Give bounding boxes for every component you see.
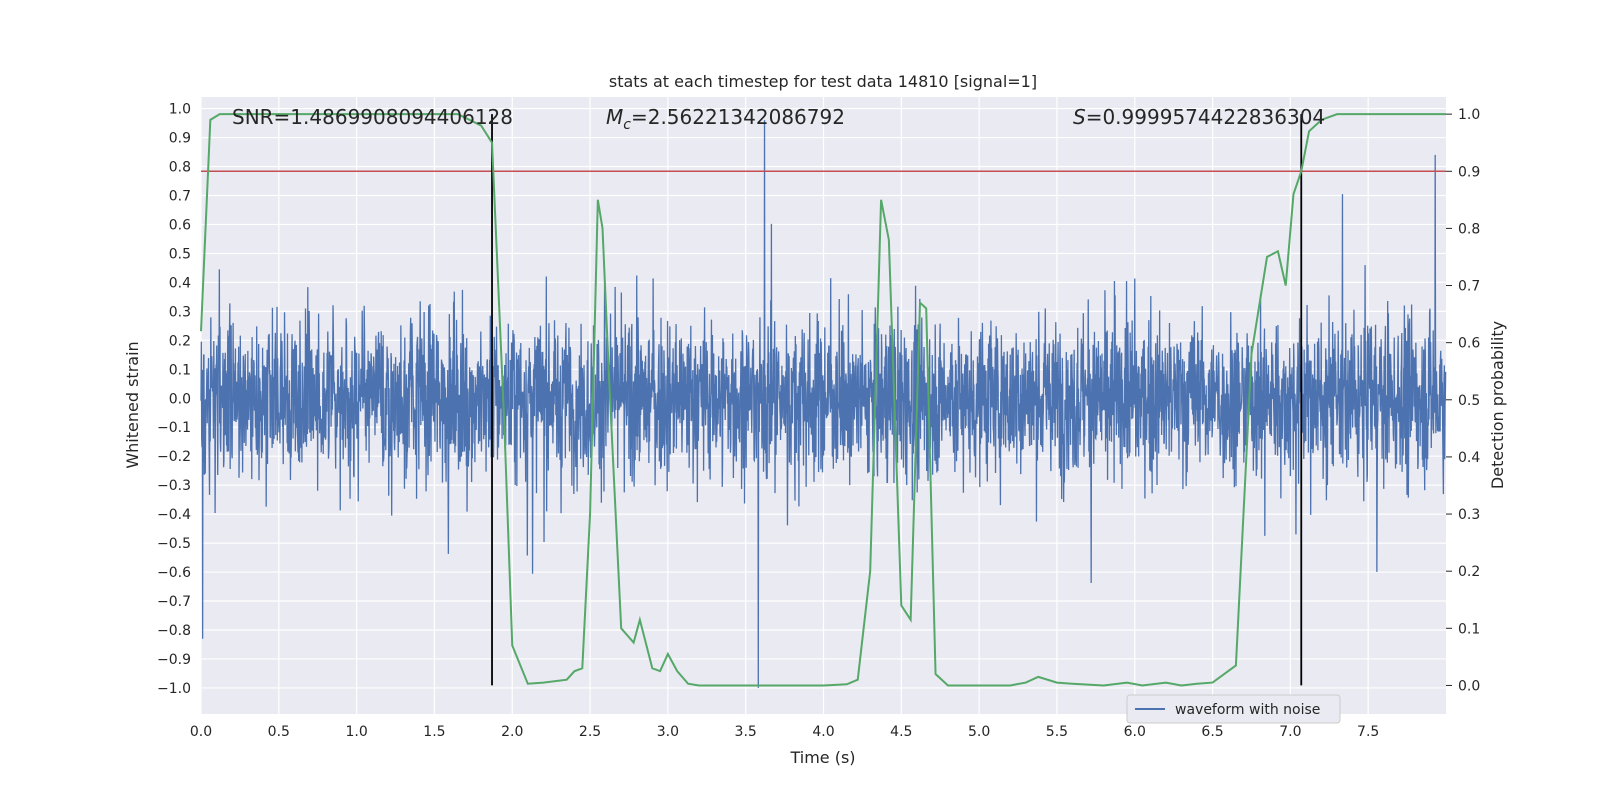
left-y-tick-label: −0.8: [157, 623, 191, 639]
left-y-tick-label: −0.7: [157, 594, 191, 610]
x-tick-label: 5.5: [1046, 724, 1068, 740]
right-y-tick-label: 0.0: [1458, 678, 1480, 694]
left-y-tick-label: 0.4: [169, 275, 191, 291]
right-y-tick-label: 0.8: [1458, 221, 1480, 237]
right-y-axis-label: Detection probability: [1488, 321, 1507, 489]
left-y-tick-label: −0.1: [157, 420, 191, 436]
x-tick-label: 0.5: [268, 724, 290, 740]
right-y-tick-label: 0.2: [1458, 564, 1480, 580]
x-tick-label: 7.0: [1279, 724, 1301, 740]
score-symbol: S: [1073, 105, 1086, 129]
left-y-tick-label: −1.0: [157, 681, 191, 697]
left-y-tick-label: 1.0: [169, 102, 191, 118]
left-y-tick-label: −0.2: [157, 449, 191, 465]
chirp-mass-value: =2.56221342086792: [631, 105, 845, 129]
snr-annotation: SNR=1.4869908094406128: [232, 105, 513, 129]
score-value: =0.9999574422836304: [1086, 105, 1325, 129]
legend-label-waveform: waveform with noise: [1175, 702, 1320, 718]
left-y-tick-label: 0.3: [169, 304, 191, 320]
legend-box: [1126, 694, 1341, 724]
probability-line: [200, 113, 1446, 687]
legend: waveform with noise: [1126, 694, 1341, 724]
x-tick-label: 6.5: [1201, 724, 1223, 740]
chirp-mass-subscript: c: [623, 117, 631, 133]
right-y-tick-label: 0.9: [1458, 164, 1480, 180]
left-y-tick-label: 0.7: [169, 188, 191, 204]
chart-title: stats at each timestep for test data 148…: [609, 72, 1037, 91]
x-tick-label: 2.0: [501, 724, 523, 740]
right-y-tick-label: 1.0: [1458, 107, 1480, 123]
x-tick-label: 2.5: [579, 724, 601, 740]
left-y-tick-label: 0.5: [169, 246, 191, 262]
left-y-tick-label: −0.4: [157, 507, 191, 523]
x-tick-label: 1.0: [345, 724, 367, 740]
right-y-axis: 1.0 0.9 0.8 0.7 0.6 0.5 0.4 0.3 0.2 0.1 0.0: [1446, 107, 1480, 694]
left-y-tick-label: 0.1: [169, 362, 191, 378]
left-y-tick-label: 0.0: [169, 391, 191, 407]
right-y-tick-label: 0.7: [1458, 279, 1480, 295]
left-y-tick-label: 0.9: [169, 131, 191, 147]
x-tick-label: 0.0: [190, 724, 212, 740]
right-y-tick-label: 0.4: [1458, 450, 1480, 466]
left-y-tick-label: −0.6: [157, 565, 191, 581]
right-y-tick-label: 0.1: [1458, 621, 1480, 637]
x-axis-label: Time (s): [789, 748, 855, 767]
x-tick-label: 5.0: [968, 724, 990, 740]
x-tick-label: 6.0: [1124, 724, 1146, 740]
x-tick-label: 7.5: [1357, 724, 1379, 740]
waveform-series: [200, 120, 1447, 688]
left-y-tick-label: 0.8: [169, 160, 191, 176]
x-tick-label: 4.0: [812, 724, 834, 740]
left-y-tick-label: 0.6: [169, 217, 191, 233]
x-tick-label: 4.5: [890, 724, 912, 740]
chirp-mass-annotation: Mc=2.56221342086792: [606, 105, 845, 133]
x-axis: 0.0 0.5 1.0 1.5 2.0 2.5 3.0 3.5 4.0 4.5 5.0 5.5 6.0 6…: [190, 724, 1379, 740]
x-tick-label: 3.5: [735, 724, 757, 740]
waveform-line: [200, 120, 1447, 688]
right-y-tick-label: 0.3: [1458, 507, 1480, 523]
chirp-mass-symbol: M: [606, 105, 623, 129]
x-tick-label: 1.5: [423, 724, 445, 740]
left-y-axis: 1.0 0.9 0.8 0.7 0.6 0.5 0.4 0.3 0.2 0.1 0.0 −0.1 −0.…: [157, 102, 191, 697]
left-y-tick-label: −0.3: [157, 478, 191, 494]
score-annotation: S=0.9999574422836304: [1073, 105, 1325, 129]
overlays: [200, 113, 1446, 687]
left-y-axis-label: Whitened strain: [123, 341, 142, 468]
right-y-tick-label: 0.5: [1458, 393, 1480, 409]
right-y-tick-label: 0.6: [1458, 336, 1480, 352]
left-y-tick-label: 0.2: [169, 333, 191, 349]
x-tick-label: 3.0: [657, 724, 679, 740]
left-y-tick-label: −0.5: [157, 536, 191, 552]
left-y-tick-label: −0.9: [157, 652, 191, 668]
